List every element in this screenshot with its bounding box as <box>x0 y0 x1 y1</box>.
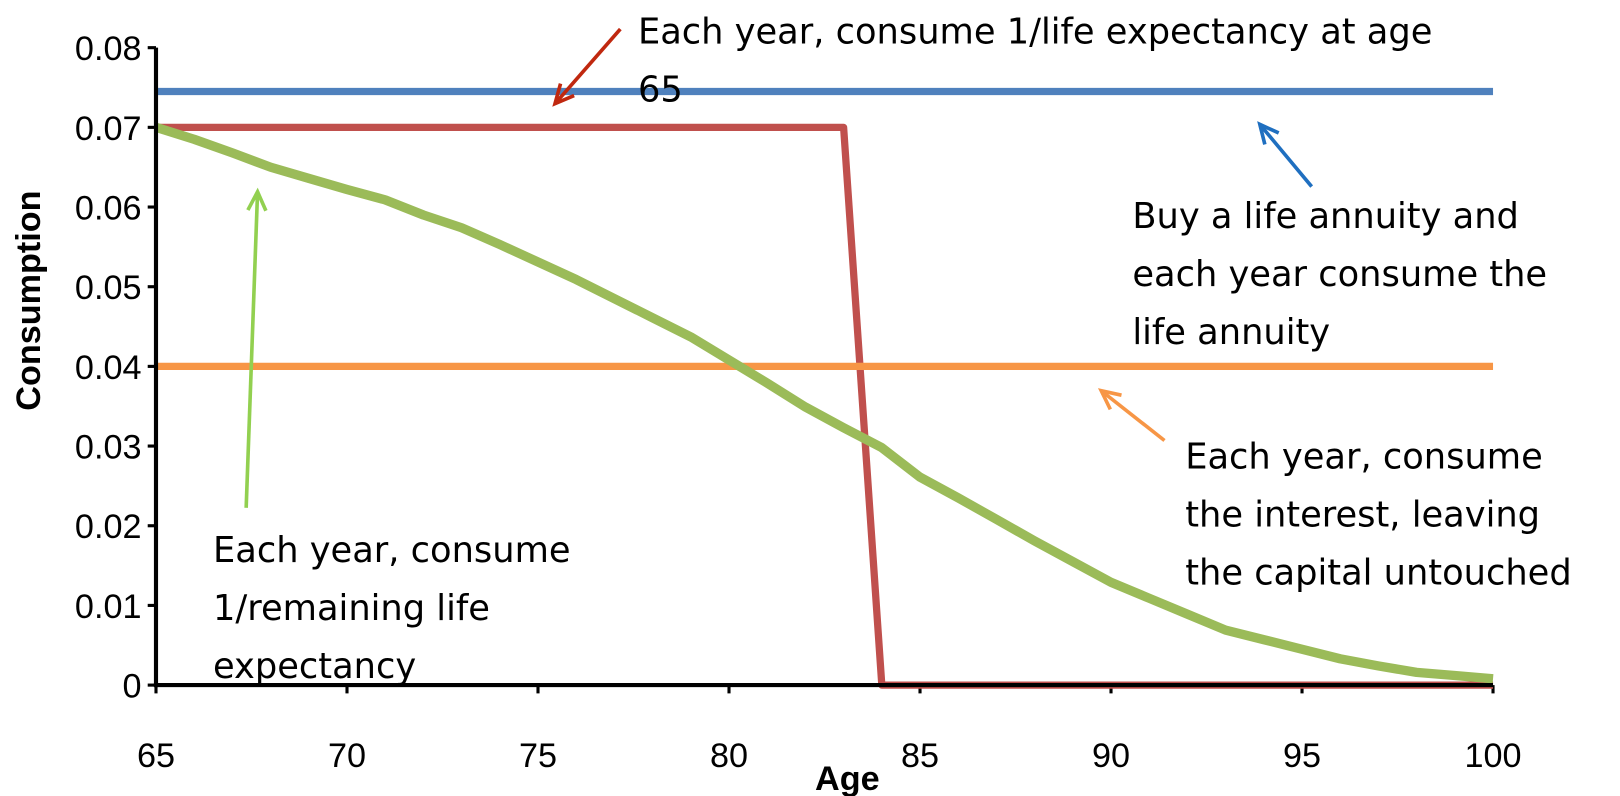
y-tick-label: 0.05 <box>75 269 142 307</box>
annotation-text: the interest, leaving <box>1185 495 1540 536</box>
x-tick-label: 70 <box>328 737 366 775</box>
y-tick-label: 0.06 <box>75 189 142 227</box>
arrow-head <box>246 187 268 212</box>
y-tick-label: 0.04 <box>75 349 142 387</box>
x-tick-label: 65 <box>137 737 175 775</box>
x-tick-label: 75 <box>519 737 557 775</box>
series-line <box>154 122 1494 684</box>
y-tick-label: 0.03 <box>75 429 142 467</box>
annotation-text: life annuity <box>1132 312 1330 353</box>
y-tick-label: 0.07 <box>75 110 142 148</box>
annotation-arrow <box>553 27 622 105</box>
annotation-arrow <box>244 191 260 508</box>
annotation-text: 65 <box>638 70 683 111</box>
annotation-text: 1/remaining life <box>213 588 490 629</box>
x-tick-label: 90 <box>1092 737 1130 775</box>
annotation-text: the capital untouched <box>1185 553 1571 594</box>
arrow-head <box>1097 388 1122 411</box>
annotation-text: each year consume the <box>1132 254 1547 295</box>
x-tick-label: 85 <box>901 737 939 775</box>
annotation-text: Buy a life annuity and <box>1132 196 1519 237</box>
x-axis-title: Age <box>815 760 880 796</box>
y-axis-title: Consumption <box>10 190 48 410</box>
x-tick-label: 100 <box>1465 737 1522 775</box>
annotation-text: Each year, consume <box>213 530 571 571</box>
x-tick-label: 80 <box>710 737 748 775</box>
y-tick-label: 0.08 <box>75 30 142 68</box>
x-tick-label: 95 <box>1283 737 1321 775</box>
arrow-head <box>1257 121 1280 145</box>
y-tick-label: 0 <box>122 668 141 706</box>
annotation-text: Each year, consume 1/life expectancy at … <box>638 12 1432 53</box>
y-tick-label: 0.01 <box>75 588 142 626</box>
arrow-head <box>552 83 575 107</box>
annotation-text: expectancy <box>213 646 416 687</box>
annotation-arrow <box>1100 389 1166 442</box>
annotation-arrow <box>1258 123 1314 188</box>
y-tick-label: 0.02 <box>75 508 142 546</box>
annotation-text: Each year, consume <box>1185 436 1543 477</box>
